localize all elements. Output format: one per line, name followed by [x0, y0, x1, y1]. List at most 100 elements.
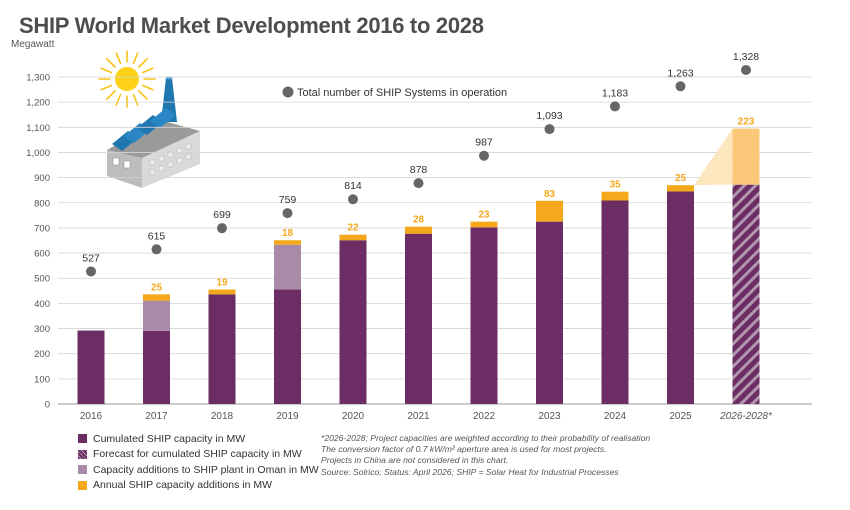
- annual-addition-label: 22: [347, 223, 359, 234]
- systems-dot: [479, 150, 489, 161]
- y-tick-label: 1,300: [26, 73, 50, 84]
- y-tick-label: 1,100: [26, 123, 50, 134]
- note-line: Projects in China are not considered in …: [321, 455, 509, 466]
- bar-annual-addition: [405, 226, 432, 234]
- factory-icon: [107, 76, 200, 188]
- x-tick-label: 2018: [211, 411, 234, 422]
- x-tick-label: 2025: [669, 411, 692, 422]
- x-tick-label: 2020: [342, 411, 365, 422]
- chart-title: SHIP World Market Development 2016 to 20…: [19, 13, 484, 38]
- systems-label: 1,328: [733, 51, 759, 63]
- forecast-projection-wedge: [694, 128, 733, 186]
- systems-dot: [282, 208, 293, 219]
- x-tick-label: 2024: [604, 411, 627, 422]
- systems-label: 987: [475, 137, 493, 149]
- bar-cumulated: [143, 330, 170, 404]
- legend-item-forecast: Forecast for cumulated SHIP capacity in …: [78, 447, 319, 463]
- y-tick-label: 900: [34, 173, 50, 184]
- y-tick-label: 300: [34, 324, 50, 335]
- systems-label: 615: [148, 230, 166, 242]
- y-axis-label: Megawatt: [11, 39, 55, 50]
- y-tick-label: 1,000: [26, 148, 50, 159]
- x-tick-label: 2023: [538, 411, 561, 422]
- bar-annual-addition: [732, 128, 760, 185]
- bar-cumulated: [208, 294, 236, 404]
- systems-label: 814: [344, 180, 362, 192]
- legend: Cumulated SHIP capacity in MW Forecast f…: [78, 431, 319, 493]
- bar-oman-addition: [143, 300, 170, 331]
- systems-dot: [544, 124, 555, 135]
- bar-cumulated: [405, 233, 432, 404]
- sun-icon: [98, 50, 156, 108]
- bar-annual-addition: [536, 200, 563, 222]
- systems-label: 527: [82, 252, 100, 264]
- note-line: Source: Solrico; Status: April 2026; SHI…: [321, 466, 619, 477]
- chart-plot: Megawatt 0 100 200 300 400 500 600 700 800 900 1,0…: [11, 39, 812, 422]
- legend-item-cumulated: Cumulated SHIP capacity in MW: [78, 431, 319, 447]
- bar-oman-addition: [274, 244, 301, 290]
- systems-label: 878: [410, 164, 428, 176]
- bar-annual-addition: [208, 289, 236, 295]
- systems-dot: [348, 194, 358, 205]
- bar-forecast: [732, 184, 760, 404]
- legend-label: Capacity additions to SHIP plant in Oman…: [93, 463, 319, 476]
- annual-addition-label: 83: [544, 189, 556, 200]
- y-tick-label: 200: [34, 349, 50, 360]
- annual-addition-label: 223: [738, 117, 755, 128]
- y-tick-label: 100: [34, 374, 50, 385]
- annual-addition-label: 19: [216, 278, 228, 289]
- legend-item-oman: Capacity additions to SHIP plant in Oman…: [78, 462, 319, 478]
- y-tick-label: 0: [45, 400, 50, 411]
- systems-label: 1,263: [667, 67, 693, 79]
- bar-annual-addition: [667, 185, 694, 192]
- systems-dot: [151, 244, 162, 255]
- systems-label: 1,093: [536, 110, 562, 122]
- x-tick-label: 2021: [407, 411, 430, 422]
- bar-cumulated: [536, 221, 563, 404]
- bar-annual-addition: [601, 191, 629, 201]
- legend-swatch-annual: [78, 480, 87, 490]
- systems-label: 1,183: [602, 87, 628, 99]
- legend-swatch-forecast: [78, 449, 87, 459]
- bar-annual-addition: [339, 234, 367, 241]
- bar-cumulated: [667, 191, 694, 404]
- legend-label: Annual SHIP capacity additions in MW: [93, 479, 272, 492]
- annual-addition-label: 25: [675, 173, 687, 184]
- y-tick-label: 500: [34, 274, 50, 285]
- systems-dot: [741, 64, 751, 75]
- systems-dot: [610, 101, 620, 112]
- bar-annual-addition: [274, 240, 301, 245]
- systems-label: 759: [279, 194, 297, 206]
- x-tick-label: 2022: [473, 411, 496, 422]
- y-tick-label: 600: [34, 249, 50, 260]
- annual-addition-label: 23: [478, 210, 490, 221]
- bar-cumulated: [601, 200, 629, 404]
- y-tick-label: 1,200: [26, 98, 50, 109]
- x-tick-label: 2017: [145, 411, 168, 422]
- annual-addition-label: 18: [282, 228, 294, 239]
- note-line: The conversion factor of 0.7 kW/m² apert…: [321, 444, 607, 455]
- annual-addition-label: 28: [413, 215, 425, 226]
- legend-swatch-oman: [78, 465, 87, 475]
- systems-dot: [413, 178, 424, 189]
- systems-dot: [86, 266, 96, 277]
- systems-label: 699: [213, 209, 231, 221]
- legend-label: Cumulated SHIP capacity in MW: [93, 432, 246, 445]
- systems-legend-dot: [282, 86, 294, 98]
- chart-notes: *2026-2028; Project capacities are weigh…: [321, 433, 650, 478]
- legend-item-annual: Annual SHIP capacity additions in MW: [78, 478, 319, 494]
- bar-cumulated: [77, 330, 105, 404]
- bar-cumulated: [470, 227, 498, 404]
- note-line: *2026-2028; Project capacities are weigh…: [321, 433, 651, 443]
- legend-swatch-cumulated: [78, 434, 87, 444]
- bar-annual-addition: [143, 294, 170, 301]
- y-tick-label: 800: [34, 198, 50, 209]
- y-tick-label: 400: [34, 299, 50, 310]
- systems-dot: [217, 223, 227, 234]
- legend-label: Forecast for cumulated SHIP capacity in …: [93, 448, 302, 461]
- bar-annual-addition: [470, 221, 498, 228]
- systems-dot: [675, 81, 686, 92]
- annual-addition-label: 35: [609, 180, 621, 191]
- x-tick-label: 2026-2028*: [719, 411, 773, 422]
- annual-addition-label: 25: [151, 282, 163, 293]
